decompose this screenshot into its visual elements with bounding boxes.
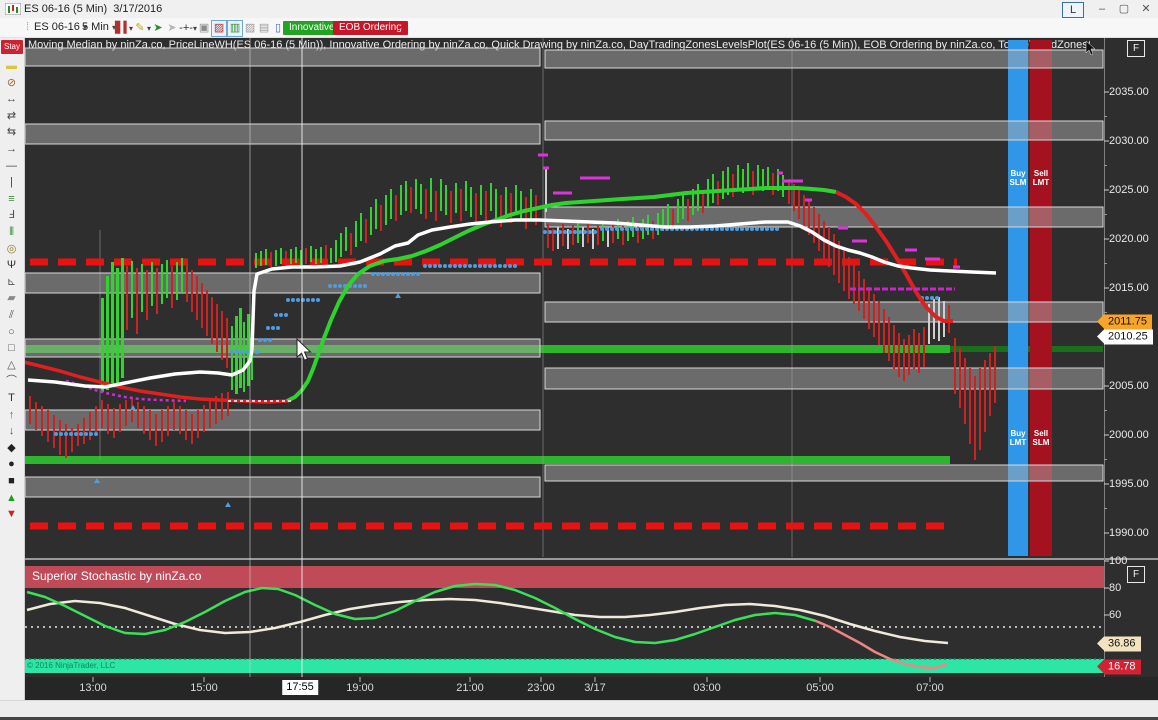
stoch-panel-f-button[interactable]: F xyxy=(1127,566,1145,583)
volume-bars-icon[interactable]: ⫴ xyxy=(9,226,14,238)
time-axis-label: 3/17 xyxy=(584,682,606,694)
time-axis-label: 07:00 xyxy=(916,682,944,694)
sell-slm-label[interactable]: Sell SLM xyxy=(1032,429,1050,447)
report-icon[interactable]: ▤ xyxy=(258,22,270,34)
horizontal-line-icon[interactable]: — xyxy=(6,159,17,172)
price-axis-label: 2005.00 xyxy=(1109,380,1149,392)
stoch-axis-label: 60 xyxy=(1109,609,1122,621)
bar-type-icon[interactable]: ▥ xyxy=(227,20,244,37)
snapshot-icon[interactable]: ▣ xyxy=(198,22,210,34)
title-bar[interactable]: ES 06-16 (5 Min) 3/17/2016 L – ▢ ✕ xyxy=(0,0,1158,19)
time-axis-label: 03:00 xyxy=(693,682,721,694)
time-axis-label: 15:00 xyxy=(190,682,218,694)
horizontal-scrollbar[interactable]: ‹ xyxy=(0,700,1158,718)
photo-icon[interactable]: ▨ xyxy=(244,22,256,34)
multi-line-icon[interactable]: ≡ xyxy=(8,192,15,205)
stoch-k-badge: 16.78 xyxy=(1097,659,1141,675)
innovative-button[interactable]: Innovative xyxy=(283,21,341,35)
drawing-pencil-icon-dropdown[interactable]: ▾ xyxy=(147,24,152,33)
diamond-marker-icon[interactable]: ◆ xyxy=(7,441,16,454)
arrow-swap2-icon[interactable]: ⇆ xyxy=(6,126,17,139)
ellipse-icon[interactable]: ○ xyxy=(8,325,15,338)
time-axis-label: 19:00 xyxy=(346,682,374,694)
text-tool-icon[interactable]: T xyxy=(8,392,15,404)
region-highlight-icon[interactable]: ▨ xyxy=(211,20,228,37)
last-price-badge: 2011.75 xyxy=(1097,314,1152,330)
arc-icon[interactable]: ⌒ xyxy=(6,375,17,388)
parallelogram-icon[interactable]: ▰ xyxy=(7,292,16,305)
dot-marker-icon[interactable]: ● xyxy=(8,458,15,471)
triangle-icon[interactable]: △ xyxy=(7,358,16,371)
stoch-axis-label: 80 xyxy=(1109,582,1122,594)
triangle-up-marker-icon[interactable]: ▲ xyxy=(6,491,17,504)
chart-style-icon[interactable]: ▋▍ xyxy=(115,22,132,34)
main-panel-f-button[interactable]: F xyxy=(1127,40,1145,57)
rectangle-icon[interactable]: □ xyxy=(8,342,15,355)
square-marker-icon[interactable]: ■ xyxy=(8,475,15,487)
stoch-d-badge: 36.86 xyxy=(1097,636,1141,652)
crosshair-icon[interactable]: -+- xyxy=(179,22,193,34)
price-axis-label: 2020.00 xyxy=(1109,233,1149,245)
crosshair-icon-dropdown[interactable]: ▾ xyxy=(193,24,198,33)
toolbar-icons: ▋▍▾ ✎ ▾ ➤ ➤ -+-▾ ▣ ▨ ▥ ▨ ▤ ▯ xyxy=(115,20,285,37)
sell-lmt-label[interactable]: Sell LMT xyxy=(1032,169,1050,187)
arrow-swap-icon[interactable]: ⇄ xyxy=(6,109,17,122)
vertical-line-icon[interactable]: | xyxy=(10,176,13,189)
interval-selector[interactable]: 5 Min ▾ xyxy=(82,21,116,33)
panel-icon[interactable]: ▯ xyxy=(275,22,282,34)
bottom-strip xyxy=(0,717,1158,720)
eob-ordering-button[interactable]: EOB Ordering xyxy=(333,21,408,35)
drawing-toolbar: Stay ▬ ⊘ ↔ ⇄ ⇆ → — | ≡ Ⅎ ⫴ ◎ Ψ ⊾ ▰ ⫽ ○ □ △ ⌒ T ↑ ↓ ◆ ● ■ ▲ ▼ xyxy=(0,38,25,700)
cursor-time-badge: 17:55 xyxy=(282,680,318,695)
stoch-axis-label: 100 xyxy=(1109,555,1128,567)
time-axis-label: 05:00 xyxy=(806,682,834,694)
note-icon[interactable]: ▬ xyxy=(6,60,17,72)
time-axis-label: 21:00 xyxy=(456,682,484,694)
buy-slm-label[interactable]: Buy SLM xyxy=(1009,169,1027,187)
triangle-down-marker-icon[interactable]: ▼ xyxy=(6,508,17,521)
price-axis-label: 2025.00 xyxy=(1109,184,1149,196)
wand-icon[interactable]: ➤ xyxy=(153,22,163,34)
instrument-link-button[interactable]: L xyxy=(1062,2,1084,18)
stay-button[interactable]: Stay xyxy=(1,40,23,54)
price-axis-label: 2000.00 xyxy=(1109,429,1149,441)
arrow-horizontal-icon[interactable]: ↔ xyxy=(6,93,17,106)
parallel-lines-icon[interactable]: ⫽ xyxy=(9,309,14,321)
stoch-panel-title: Superior Stochastic by ninZa.co xyxy=(32,569,202,583)
bid-price-badge: 2010.25 xyxy=(1097,329,1153,345)
maximize-button[interactable]: ▢ xyxy=(1118,3,1130,15)
price-axis-label: 2035.00 xyxy=(1109,86,1149,98)
trend-angle-icon[interactable]: ⊾ xyxy=(6,275,17,288)
pitchfork-icon[interactable]: Ψ xyxy=(6,259,17,272)
pencil-off-icon[interactable]: ⊘ xyxy=(6,76,17,89)
time-axis-label: 13:00 xyxy=(79,682,107,694)
buy-lmt-label[interactable]: Buy LMT xyxy=(1009,429,1027,447)
minimize-button[interactable]: – xyxy=(1098,3,1106,15)
eob-dropdown-icon[interactable]: ▾ xyxy=(398,23,403,32)
price-axis-label: 1990.00 xyxy=(1109,527,1149,539)
pointer-icon[interactable]: ➤ xyxy=(167,22,177,34)
window-title: ES 06-16 (5 Min) 3/17/2016 xyxy=(24,3,163,15)
target-icon[interactable]: ◎ xyxy=(6,242,17,255)
fibonacci-icon[interactable]: Ⅎ xyxy=(8,209,15,222)
panel-splitter[interactable] xyxy=(24,558,1158,560)
price-axis-label: 2015.00 xyxy=(1109,282,1149,294)
time-axis-label: 23:00 xyxy=(527,682,555,694)
price-axis-line xyxy=(1104,38,1105,677)
chart-style-icon-dropdown[interactable]: ▾ xyxy=(129,24,134,33)
toolbar: ⁞ ES 06-16 ▾ 5 Min ▾ ▋▍▾ ✎ ▾ ➤ ➤ -+-▾ ▣ ▨ ▥ ▨ ▤ ▯ I… xyxy=(0,18,1158,38)
price-axis-label: 2030.00 xyxy=(1109,135,1149,147)
arrow-down-icon[interactable]: ↓ xyxy=(8,425,15,438)
arrow-up-icon[interactable]: ↑ xyxy=(8,408,15,421)
ninjatrader-watermark: © 2016 NinjaTrader, LLC xyxy=(27,661,116,670)
drawing-pencil-icon[interactable]: ✎ xyxy=(135,22,145,34)
instrument-selector[interactable]: ES 06-16 ▾ xyxy=(34,21,87,33)
toolbar-grip[interactable]: ⁞ xyxy=(26,21,30,33)
window-chart-icon xyxy=(5,3,21,15)
arrow-right-icon[interactable]: → xyxy=(6,143,17,155)
price-axis-label: 1995.00 xyxy=(1109,478,1149,490)
close-button[interactable]: ✕ xyxy=(1141,3,1151,15)
